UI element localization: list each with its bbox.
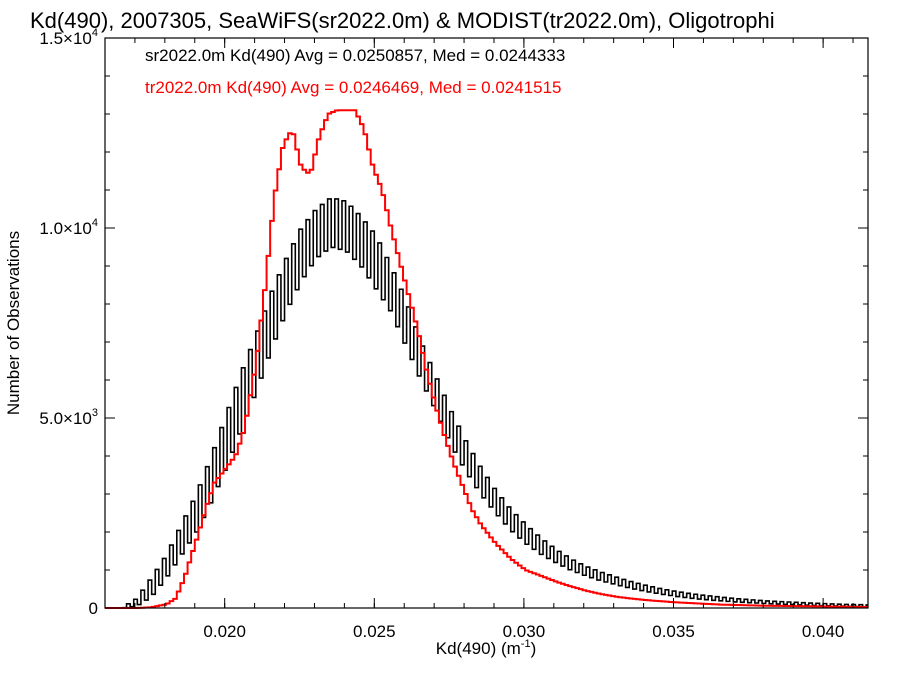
plot-area: 0.020 0.025 0.030 0.035 0.040 0 5.0×103 1.0×104… [39,27,869,641]
x-tick-label: 0.030 [503,622,546,641]
annotation-tr: tr2022.0m Kd(490) Avg = 0.0246469, Med =… [145,78,562,97]
annotation-sr: sr2022.0m Kd(490) Avg = 0.0250857, Med =… [145,46,565,65]
x-tick-label: 0.020 [203,622,246,641]
plot-frame [104,37,869,609]
x-tick-label: 0.040 [802,622,845,641]
y-tick-label: 1.5×104 [39,27,98,48]
x-tick-label: 0.025 [353,622,396,641]
axis-ticks: 0.020 0.025 0.030 0.035 0.040 0 5.0×103 1.0×104… [39,27,868,641]
series-sr-line [105,198,868,609]
x-tick-label: 0.035 [652,622,695,641]
y-tick-label: 0 [89,599,98,618]
x-axis-label: Kd(490) (m-1) [436,638,536,658]
series-tr-line [105,109,868,609]
series-layer [105,109,868,609]
y-tick-label: 5.0×103 [39,407,98,428]
y-axis-label: Number of Observations [4,231,23,415]
y-tick-label: 1.0×104 [39,217,98,238]
chart-title: Kd(490), 2007305, SeaWiFS(sr2022.0m) & M… [30,8,775,33]
